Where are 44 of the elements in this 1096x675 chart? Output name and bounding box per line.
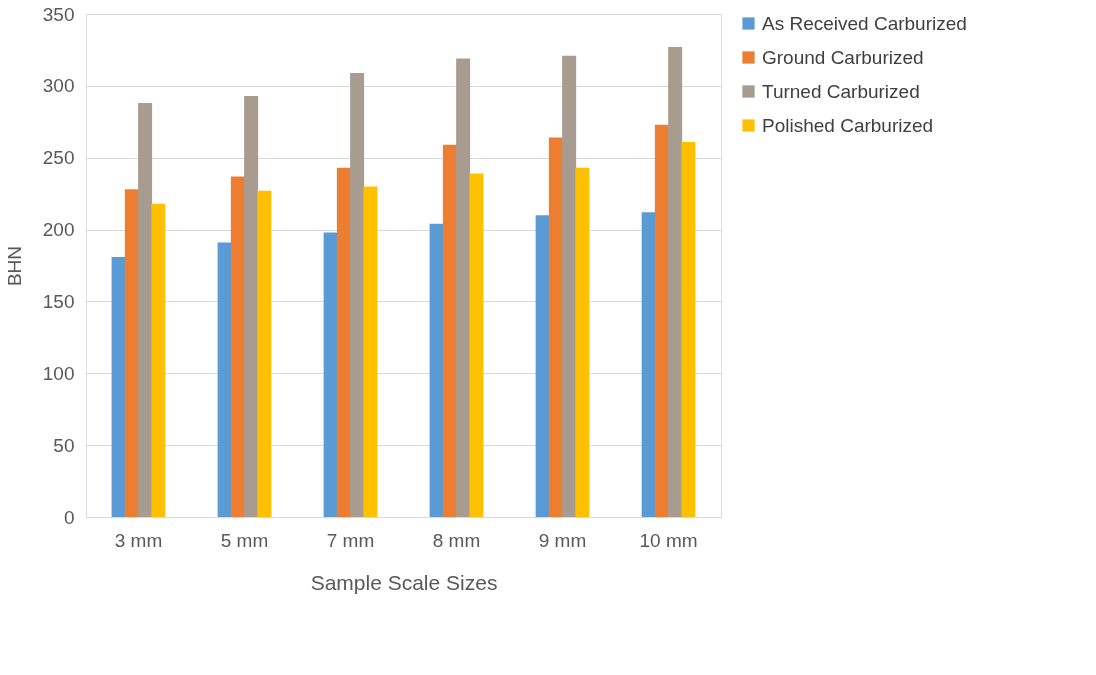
x-tick-label: 10 mm <box>639 529 698 551</box>
y-tick-label: 100 <box>42 362 75 384</box>
bar <box>323 232 338 517</box>
y-tick-label: 200 <box>42 219 75 241</box>
bar <box>244 95 259 517</box>
bar <box>350 72 365 517</box>
legend-label: As Received Carburized <box>762 12 967 34</box>
bar <box>429 223 444 517</box>
bar <box>548 137 563 517</box>
bar <box>138 103 153 517</box>
bar <box>654 124 669 517</box>
bar <box>668 47 683 517</box>
bar <box>562 55 577 517</box>
legend-label: Polished Carburized <box>762 114 934 136</box>
x-tick-label: 5 mm <box>220 529 269 551</box>
bar <box>151 203 166 517</box>
x-tick-label: 8 mm <box>432 529 481 551</box>
x-tick-label: 9 mm <box>538 529 587 551</box>
y-tick-label: 350 <box>42 3 75 25</box>
x-tick-label: 3 mm <box>114 529 163 551</box>
bar <box>469 173 484 517</box>
x-tick-label: 7 mm <box>326 529 375 551</box>
y-tick-label: 250 <box>42 147 75 169</box>
bar <box>217 242 232 517</box>
bar <box>641 212 656 517</box>
x-axis-title: Sample Scale Sizes <box>310 570 498 594</box>
bar <box>257 190 272 517</box>
bar <box>535 215 550 517</box>
legend-label: Turned Carburized <box>762 80 920 102</box>
bar <box>363 186 378 517</box>
y-tick-label: 0 <box>63 506 75 528</box>
y-tick-label: 300 <box>42 75 75 97</box>
y-tick-label: 50 <box>53 434 75 456</box>
bar <box>442 144 457 517</box>
bar <box>230 176 245 517</box>
bar <box>336 167 351 517</box>
bar <box>681 141 696 517</box>
bar <box>456 58 471 517</box>
y-tick-label: 150 <box>42 290 75 312</box>
y-axis-title: BHN <box>3 245 25 287</box>
bar <box>111 256 126 517</box>
legend-label: Ground Carburized <box>762 46 924 68</box>
bar <box>124 189 139 517</box>
bar <box>575 167 590 517</box>
